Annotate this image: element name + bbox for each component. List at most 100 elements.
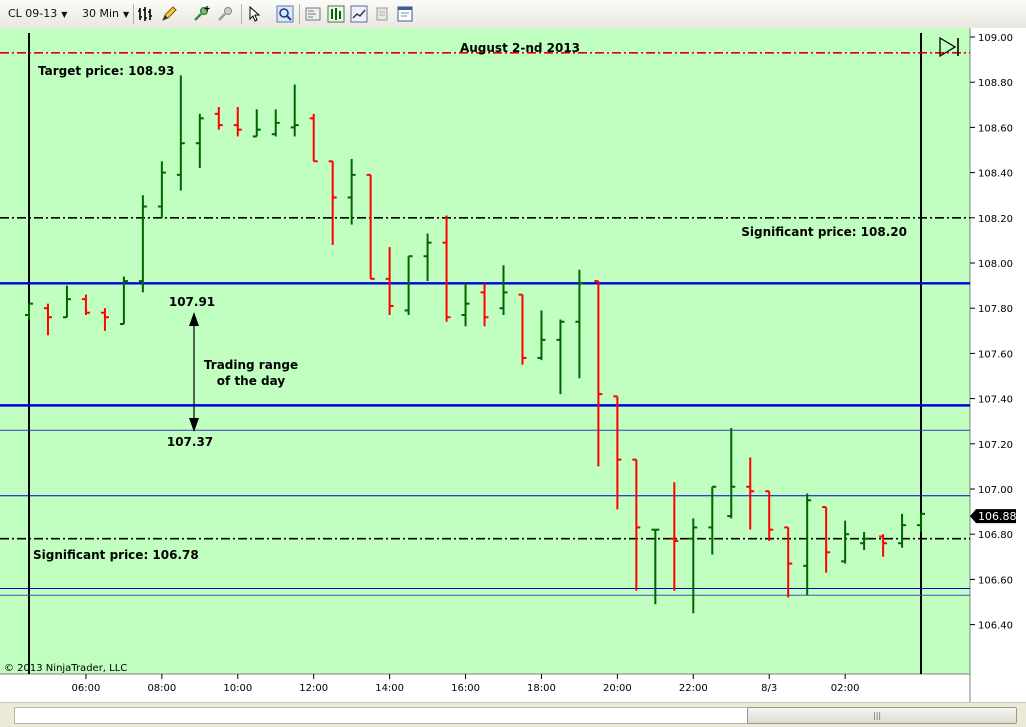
price-levels <box>0 52 970 596</box>
ohlc-bar <box>632 458 641 591</box>
properties-icon[interactable] <box>373 5 391 23</box>
scrollbar-thumb[interactable]: ||| <box>747 707 1017 724</box>
last-price-badge <box>970 509 1016 524</box>
ohlc-bar <box>613 395 622 510</box>
ohlc-bar <box>841 520 850 564</box>
toolbar-divider <box>299 4 300 24</box>
window-layout-icon[interactable] <box>396 5 414 23</box>
cursor-pointer-icon[interactable] <box>246 5 264 23</box>
line-chart-icon[interactable] <box>350 5 368 23</box>
range-text-line1: Trading range <box>204 358 298 372</box>
ohlc-bar <box>708 485 717 555</box>
ohlc-bar <box>575 269 584 379</box>
y-tick-label: 108.00 <box>978 259 1013 270</box>
add-indicator-icon[interactable] <box>193 5 211 23</box>
copyright-text: © 2013 NinjaTrader, LLC <box>4 663 127 674</box>
ohlc-bar <box>138 195 147 293</box>
interval-label: 30 Min <box>82 7 120 20</box>
y-tick-label: 108.80 <box>978 78 1013 89</box>
ohlc-bar <box>328 160 337 245</box>
target-price-label: Target price: 108.93 <box>38 64 174 78</box>
x-tick-label: 16:00 <box>451 683 480 694</box>
ohlc-bar <box>176 75 185 191</box>
x-tick-label: 8/3 <box>761 683 777 694</box>
ohlc-bar <box>385 247 394 315</box>
remove-indicator-icon[interactable] <box>217 5 235 23</box>
significant-high-label: Significant price: 108.20 <box>741 225 907 239</box>
scroll-to-end-button[interactable] <box>939 36 959 58</box>
ohlc-bar <box>898 513 907 548</box>
x-axis-panel <box>0 674 970 702</box>
ohlc-bar <box>556 319 565 395</box>
x-tick-label: 18:00 <box>527 683 556 694</box>
y-axis-ticks: 109.00 108.80 108.60 108.40 108.20 108.00 107.… <box>970 33 1013 632</box>
chart-style-icon[interactable] <box>327 5 345 23</box>
ohlc-bar <box>442 215 451 322</box>
toolbar-divider <box>241 4 242 24</box>
chevron-down-icon: ▼ <box>123 10 130 19</box>
ohlc-bar <box>271 109 280 137</box>
ohlc-bar <box>43 303 52 336</box>
ohlc-bar <box>81 294 90 315</box>
x-axis-ticks: 06:00 08:00 10:00 12:00 14:00 16:00 18:00 20:00… <box>72 674 860 694</box>
x-tick-label: 06:00 <box>72 683 101 694</box>
significant-low-label: Significant price: 106.78 <box>33 548 199 562</box>
zoom-icon[interactable] <box>276 5 294 23</box>
ohlc-bar <box>25 302 33 320</box>
ohlc-bar <box>651 528 660 605</box>
y-tick-label: 108.40 <box>978 169 1013 180</box>
instrument-selector[interactable]: CL 09-13 ▼ <box>8 5 67 23</box>
y-tick-label: 108.60 <box>978 123 1013 134</box>
ohlc-bar <box>879 534 888 557</box>
bar-type-icon[interactable] <box>137 5 155 23</box>
data-box-icon[interactable] <box>304 5 322 23</box>
ohlc-bar <box>784 526 793 598</box>
ohlc-bar <box>746 457 755 530</box>
x-tick-label: 14:00 <box>375 683 404 694</box>
ohlc-bar <box>100 308 109 331</box>
range-arrow <box>189 312 199 432</box>
ohlc-bar <box>689 518 698 614</box>
last-price-value: 106.88 <box>978 510 1017 523</box>
y-tick-label: 106.40 <box>978 621 1013 632</box>
chevron-down-icon: ▼ <box>61 10 68 19</box>
vertical-session-lines <box>28 33 922 674</box>
interval-selector[interactable]: 30 Min ▼ <box>82 5 129 23</box>
ohlc-bars <box>25 75 926 614</box>
y-tick-label: 106.60 <box>978 575 1013 586</box>
x-tick-label: 20:00 <box>603 683 632 694</box>
ohlc-bar <box>252 109 261 138</box>
x-tick-label: 22:00 <box>679 683 708 694</box>
ohlc-bar <box>670 482 679 591</box>
ohlc-bar <box>594 280 603 467</box>
y-axis-panel <box>970 28 1026 702</box>
ohlc-bar <box>461 283 470 327</box>
ohlc-bar <box>917 512 926 532</box>
chart-title: August 2-nd 2013 <box>460 41 580 55</box>
horizontal-scrollbar[interactable]: ||| <box>0 702 1026 727</box>
price-chart[interactable]: 109.00 108.80 108.60 108.40 108.20 108.00 107.… <box>0 28 1026 702</box>
last-price-marker: 106.88 <box>970 509 1017 524</box>
y-tick-label: 107.80 <box>978 304 1013 315</box>
ohlc-bar <box>366 173 375 280</box>
y-tick-label: 106.80 <box>978 530 1013 541</box>
y-tick-label: 107.40 <box>978 395 1013 406</box>
drawing-pencil-icon[interactable] <box>160 5 178 23</box>
ohlc-bar <box>518 293 527 365</box>
x-tick-label: 02:00 <box>831 683 860 694</box>
range-arrow-up-head <box>189 312 199 326</box>
y-tick-label: 107.00 <box>978 485 1013 496</box>
range-text-line2: of the day <box>217 374 286 388</box>
plot-background <box>0 28 970 674</box>
x-tick-label: 10:00 <box>223 683 252 694</box>
ohlc-bar <box>860 531 869 551</box>
range-high-label: 107.91 <box>169 295 215 309</box>
ohlc-bar <box>822 506 831 573</box>
range-arrow-down-head <box>189 418 199 432</box>
ohlc-bar <box>119 276 128 326</box>
grip-icon: ||| <box>873 711 882 720</box>
ohlc-bar <box>62 285 71 319</box>
play-end-icon <box>939 36 957 58</box>
chart-toolbar: CL 09-13 ▼ 30 Min ▼ <box>0 0 1026 29</box>
ohlc-bar <box>214 107 223 130</box>
